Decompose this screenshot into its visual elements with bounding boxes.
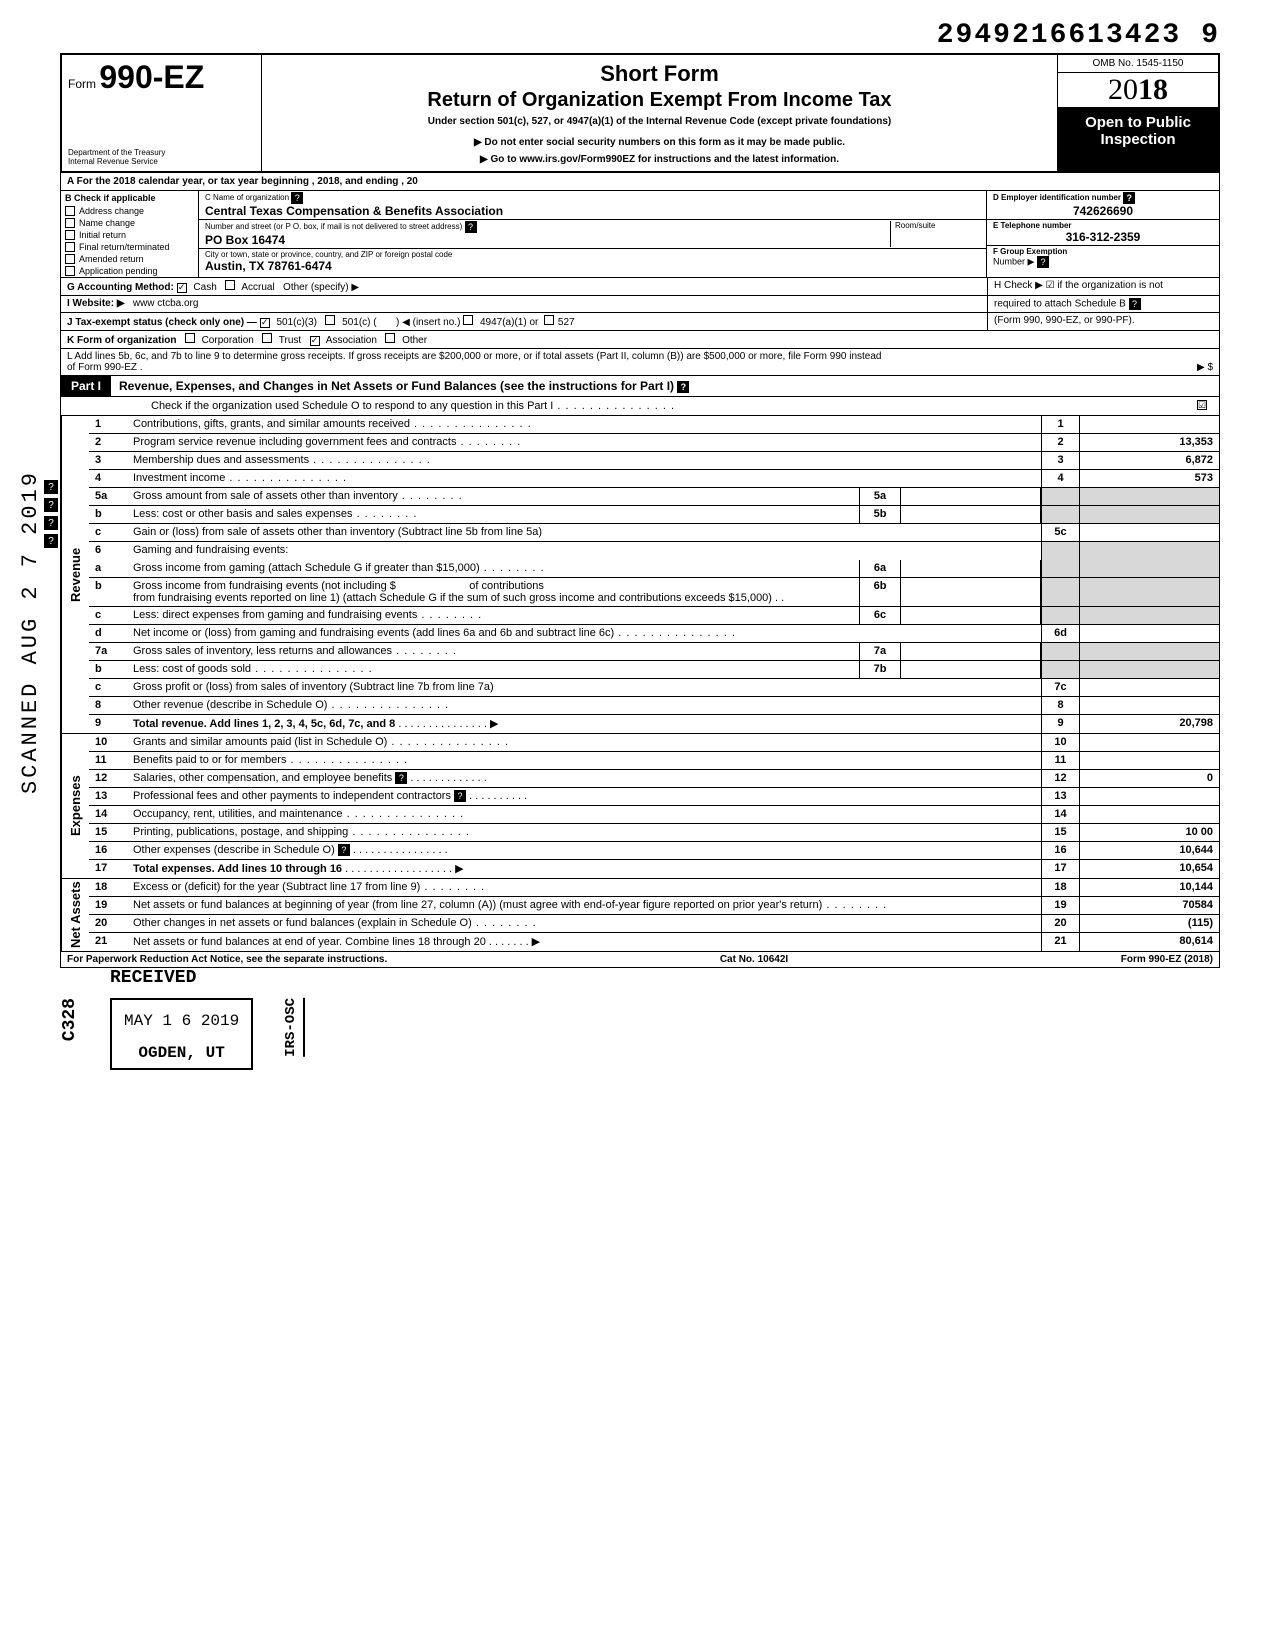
received-overlay: RECEIVED <box>110 968 196 988</box>
org-name: Central Texas Compensation & Benefits As… <box>205 204 980 218</box>
h-check: H Check ▶ ☑ if the organization is not <box>987 278 1219 295</box>
document-locator-number: 29492166134239 <box>60 20 1220 51</box>
left-margin-markers: ???? <box>44 480 58 548</box>
chk-initial-return[interactable]: Initial return <box>61 229 198 241</box>
amt-15: 10 00 <box>1079 824 1219 841</box>
ssn-note: ▶ Do not enter social security numbers o… <box>270 137 1049 148</box>
row-j: J Tax-exempt status (check only one) — ✓… <box>60 313 1220 331</box>
org-city: Austin, TX 78761-6474 <box>205 259 980 273</box>
column-d-e-f: D Employer identification number ? 74262… <box>987 191 1219 277</box>
column-b-checkboxes: B Check if applicable Address change Nam… <box>61 191 199 277</box>
stamps-area: RECEIVED C328 MAY 1 6 2019 OGDEN, UT IRS… <box>60 998 1220 1070</box>
open-to-public: Open to PublicInspection <box>1058 108 1218 171</box>
amt-3: 6,872 <box>1079 452 1219 469</box>
chk-address-change[interactable]: Address change <box>61 205 198 217</box>
ein: 742626690 <box>993 204 1213 218</box>
expenses-section: Expenses 10Grants and similar amounts pa… <box>60 734 1220 879</box>
chk-other-org[interactable] <box>385 333 395 343</box>
chk-501c3[interactable]: ✓ <box>260 318 270 328</box>
scanned-stamp: SCANNED AUG 2 7 2019 <box>18 470 43 794</box>
amt-16: 10,644 <box>1079 842 1219 859</box>
amt-17: 10,654 <box>1079 860 1219 878</box>
dept-treasury: Department of the TreasuryInternal Reven… <box>68 149 255 167</box>
tax-year: 2018 <box>1058 73 1218 108</box>
chk-accrual[interactable] <box>225 280 235 290</box>
received-stamp: MAY 1 6 2019 OGDEN, UT <box>110 998 253 1070</box>
chk-501c[interactable] <box>325 315 335 325</box>
form-header: Form 990-EZ Department of the TreasuryIn… <box>60 53 1220 173</box>
row-a-calendar-year: A For the 2018 calendar year, or tax yea… <box>60 173 1220 191</box>
amt-19: 70584 <box>1079 897 1219 914</box>
room-suite: Room/suite <box>890 221 980 247</box>
block-b-c-d: B Check if applicable Address change Nam… <box>60 191 1220 278</box>
chk-final-return[interactable]: Final return/terminated <box>61 241 198 253</box>
revenue-label: Revenue <box>61 416 89 733</box>
net-assets-section: Net Assets 18Excess or (deficit) for the… <box>60 879 1220 952</box>
chk-amended-return[interactable]: Amended return <box>61 253 198 265</box>
part-i-subheader: Check if the organization used Schedule … <box>60 397 1220 416</box>
revenue-section: Revenue 1Contributions, gifts, grants, a… <box>60 416 1220 734</box>
org-street: PO Box 16474 <box>205 233 890 247</box>
expenses-label: Expenses <box>61 734 89 878</box>
row-g-h: G Accounting Method: ✓ Cash Accrual Othe… <box>60 278 1220 296</box>
part-i-header: Part I Revenue, Expenses, and Changes in… <box>60 376 1220 397</box>
goto-link: ▶ Go to www.irs.gov/Form990EZ for instru… <box>270 154 1049 165</box>
chk-application-pending[interactable]: Application pending <box>61 265 198 277</box>
chk-association[interactable]: ✓ <box>310 336 320 346</box>
amt-12: 0 <box>1079 770 1219 787</box>
amt-4: 573 <box>1079 470 1219 487</box>
subtitle: Under section 501(c), 527, or 4947(a)(1)… <box>270 116 1049 127</box>
chk-4947[interactable] <box>463 315 473 325</box>
website: www ctcba.org <box>133 298 199 309</box>
amt-20: (115) <box>1079 915 1219 932</box>
chk-schedule-o[interactable]: ☑ <box>1197 400 1207 410</box>
page-footer: For Paperwork Reduction Act Notice, see … <box>60 952 1220 968</box>
irs-osc-stamp: IRS-OSC <box>283 998 305 1057</box>
chk-name-change[interactable]: Name change <box>61 217 198 229</box>
net-assets-label: Net Assets <box>61 879 89 951</box>
c328-stamp: C328 <box>60 998 80 1041</box>
row-k: K Form of organization Corporation Trust… <box>60 331 1220 349</box>
chk-527[interactable] <box>544 315 554 325</box>
amt-18: 10,144 <box>1079 879 1219 896</box>
chk-corporation[interactable] <box>185 333 195 343</box>
chk-cash[interactable]: ✓ <box>177 283 187 293</box>
amt-2: 13,353 <box>1079 434 1219 451</box>
row-i: I Website: ▶ www ctcba.org required to a… <box>60 296 1220 313</box>
amt-21: 80,614 <box>1079 933 1219 951</box>
column-c-org-info: C Name of organization ? Central Texas C… <box>199 191 987 277</box>
amt-9: 20,798 <box>1079 715 1219 733</box>
title-short-form: Short Form <box>270 61 1049 87</box>
omb-number: OMB No. 1545-1150 <box>1058 55 1218 73</box>
telephone: 316-312-2359 <box>993 230 1213 244</box>
title-return: Return of Organization Exempt From Incom… <box>270 89 1049 112</box>
form-number: Form 990-EZ <box>68 59 255 96</box>
row-l: L Add lines 5b, 6c, and 7b to line 9 to … <box>60 349 1220 376</box>
chk-trust[interactable] <box>262 333 272 343</box>
